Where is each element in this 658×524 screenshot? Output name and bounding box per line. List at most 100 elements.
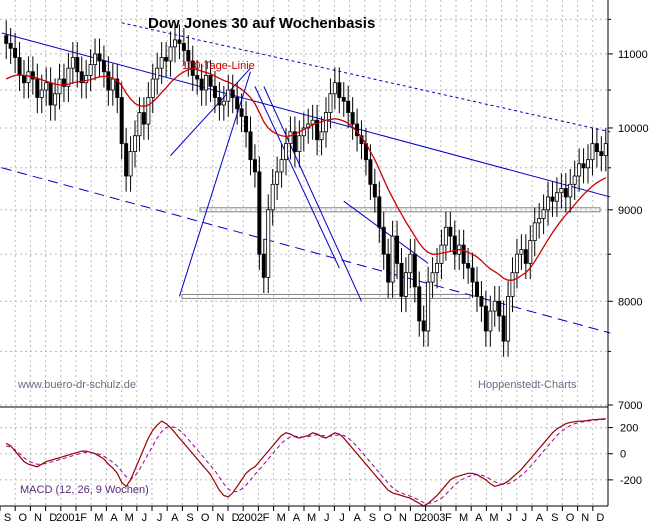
macd-signal-line [6,418,606,504]
candle-body [603,143,608,157]
candle-body [466,262,471,269]
candle-body [177,39,182,44]
candle-body [195,74,200,80]
candle-body [26,71,31,84]
candle-body [461,244,466,264]
candle-body [53,93,58,106]
candle-body [221,100,226,106]
candle-body [93,53,98,65]
x-tick-label: O [383,512,392,524]
x-tick-label: D [596,512,604,524]
candle-body [239,108,244,117]
candle-body [44,82,49,91]
chart-title: Dow Jones 30 auf Wochenbasis [148,15,375,32]
x-tick-label: F [80,512,87,524]
candle-body [372,183,377,198]
x-tick-label: N [34,512,42,524]
moving-average-line [5,68,607,281]
moving-average-label: 100-Tage-Linie [182,60,255,72]
candle-body [341,97,346,102]
candle-body [204,74,209,91]
x-tick-label: A [171,512,179,524]
x-tick-label: O [566,512,575,524]
candle-body [48,82,53,106]
trendline-down-2 [263,86,362,302]
candle-body [230,89,235,98]
candle-body [390,235,395,283]
candle-body [501,315,506,342]
x-tick-label: D [232,512,240,524]
candle-body [252,159,257,173]
candle-body [470,267,475,283]
candle-body [328,93,333,113]
candle-body [133,135,138,153]
candle-body [159,57,164,69]
watermark-right: Hoppenstedt-Charts [478,379,577,391]
candle-body [381,226,386,255]
trendline-down-3 [343,200,429,264]
candle-body [590,143,595,161]
candle-body [581,163,586,169]
candle-body [528,240,533,264]
trendlines [1,22,611,334]
candle-body [554,192,559,202]
trendline-lower-dashed [1,167,611,334]
x-tick-label: S [186,512,193,524]
candle-body [8,43,13,49]
candle-body [235,97,240,110]
candle-body [4,35,9,44]
candle-body [292,131,297,153]
x-tick-label: N [216,512,224,524]
candle-body [128,151,133,177]
candle-body [506,296,511,342]
candle-body [124,143,129,177]
candle-body [75,57,80,73]
candle-body [483,305,488,332]
candle-body [275,171,280,185]
y-tick-label: 8000 [618,296,642,308]
candle-body [155,67,160,80]
candle-body [248,131,253,161]
candle-body [510,272,515,297]
candle-body [577,163,582,177]
candle-body [301,127,306,137]
candle-body [408,253,413,274]
x-tick-label: O [201,512,210,524]
candle-body [368,159,373,185]
candle-body [39,89,44,98]
x-tick-label: F [263,512,270,524]
candle-body [448,226,453,237]
candle-body [297,135,302,153]
candle-body [217,97,222,106]
candle-body [443,226,448,246]
candle-body [266,209,271,278]
macd-y-tick-label: -200 [620,475,642,487]
candle-body [150,78,155,98]
candle-body [559,188,564,194]
candle-body [594,143,599,153]
candle-body [541,209,546,219]
x-tick-label: M [489,512,498,524]
candle-body [84,74,89,84]
candle-body [492,300,497,312]
candle-body [421,320,426,332]
candle-body [30,71,35,80]
candle-body [430,272,435,283]
x-tick-label: J [157,512,163,524]
grid [0,0,609,506]
macd-label: MACD (12, 26, 9 Wochen) [20,484,149,496]
candle-body [181,43,186,51]
x-tick-label: M [459,512,468,524]
candle-body [137,112,142,137]
candle-body [208,74,213,87]
x-tick-label: M [307,512,316,524]
candle-body [395,235,400,264]
candle-body [257,171,262,255]
x-tick-label: S [369,512,376,524]
candle-body [310,119,315,125]
candle-body [315,119,320,141]
candle-body [332,82,337,95]
candle-body [586,159,591,169]
